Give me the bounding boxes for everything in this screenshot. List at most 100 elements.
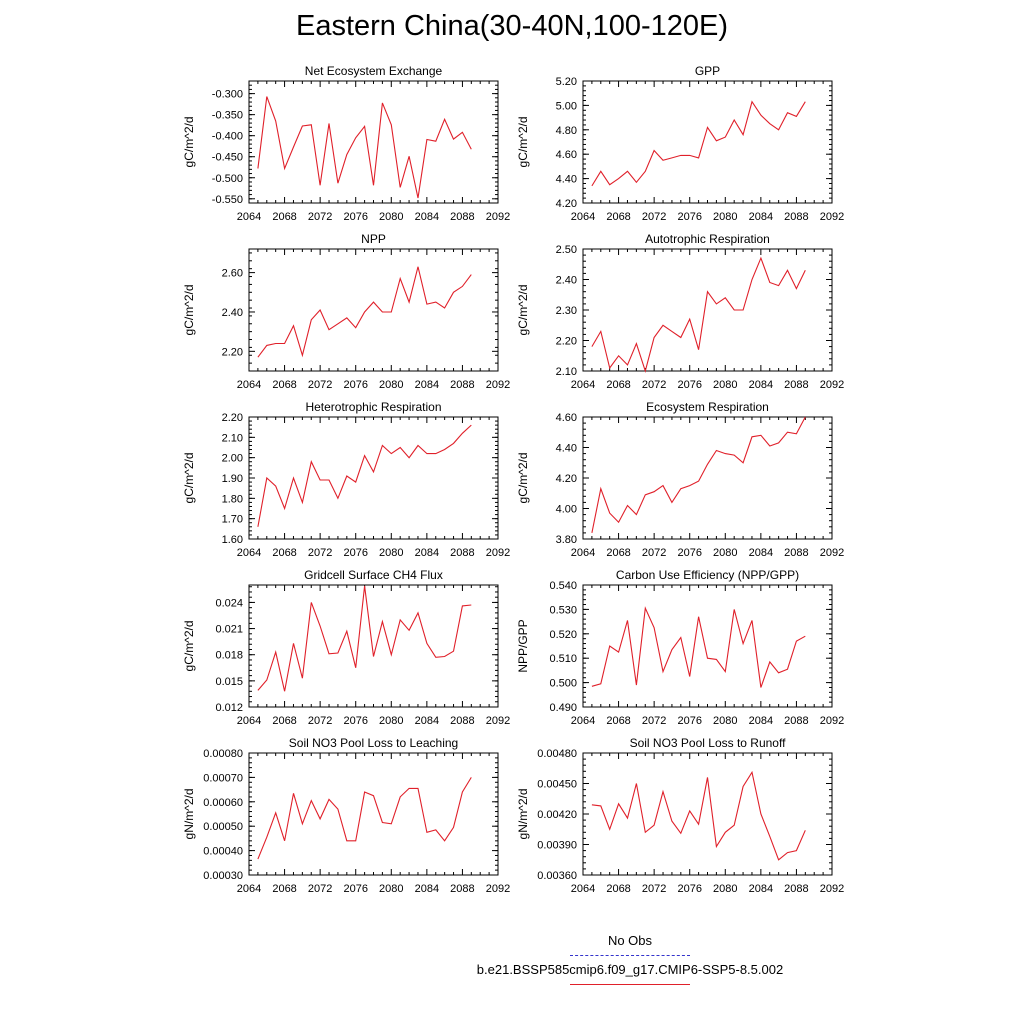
y-tick-label: -0.300 [212, 89, 243, 101]
y-tick-label: 2.60 [222, 268, 243, 280]
plot-frame [582, 80, 833, 204]
x-tick-label: 2084 [749, 379, 773, 391]
y-tick-label: 2.40 [222, 307, 243, 319]
y-axis-label: gC/m^2/d [516, 117, 530, 168]
x-tick-label: 2088 [450, 715, 474, 727]
x-tick-label: 2072 [308, 883, 332, 895]
x-tick-label: 2092 [820, 547, 844, 559]
x-tick-label: 2076 [677, 211, 701, 223]
y-tick-label: 0.530 [549, 604, 577, 616]
x-tick-label: 2068 [272, 211, 296, 223]
x-tick-label: 2064 [571, 883, 595, 895]
x-tick-label: 2084 [749, 547, 773, 559]
y-tick-label: -0.450 [212, 152, 243, 164]
y-tick-label: 2.20 [222, 346, 243, 358]
y-tick-label: 0.00420 [537, 809, 577, 821]
y-tick-label: 4.00 [556, 504, 577, 516]
x-tick-label: 2072 [308, 211, 332, 223]
series-line [257, 266, 472, 358]
x-tick-label: 2076 [343, 379, 367, 391]
x-tick-label: 2068 [272, 883, 296, 895]
x-tick-label: 2088 [450, 883, 474, 895]
y-tick-label: 0.00450 [537, 779, 577, 791]
y-tick-label: 0.00360 [537, 870, 577, 882]
x-tick-label: 2088 [450, 211, 474, 223]
x-tick-label: 2064 [237, 547, 261, 559]
y-tick-label: -0.550 [212, 194, 243, 206]
y-tick-label: 3.80 [556, 534, 577, 546]
chart-title: Soil NO3 Pool Loss to Runoff [630, 736, 787, 750]
x-tick-label: 2080 [713, 547, 737, 559]
series-line [591, 256, 806, 373]
x-tick-label: 2064 [237, 883, 261, 895]
chart-title: Heterotrophic Respiration [305, 400, 441, 414]
plot-frame [582, 752, 833, 876]
x-tick-label: 2084 [415, 379, 439, 391]
x-tick-label: 2072 [642, 379, 666, 391]
y-tick-label: 1.60 [222, 534, 243, 546]
y-tick-label: 0.500 [549, 678, 577, 690]
chart-panel: Heterotrophic Respiration gC/m^2/d 2064 206… [182, 400, 510, 559]
x-tick-label: 2092 [820, 715, 844, 727]
y-axis-label: gC/m^2/d [182, 285, 196, 336]
y-tick-label: 2.20 [222, 412, 243, 424]
x-tick-label: 2072 [642, 883, 666, 895]
y-tick-label: 5.20 [556, 76, 577, 88]
x-tick-label: 2076 [343, 547, 367, 559]
x-tick-label: 2088 [784, 379, 808, 391]
x-tick-label: 2076 [677, 715, 701, 727]
chart-panel: Net Ecosystem Exchange gC/m^2/d 2064 2068 20… [182, 64, 510, 223]
x-tick-label: 2088 [784, 715, 808, 727]
chart-panel: Gridcell Surface CH4 Flux gC/m^2/d 2064 206… [182, 568, 510, 727]
x-tick-label: 2076 [343, 715, 367, 727]
chart-title: Carbon Use Efficiency (NPP/GPP) [616, 568, 799, 582]
y-axis-label: gN/m^2/d [182, 789, 196, 840]
y-tick-label: 2.40 [556, 275, 577, 287]
chart-panel: GPP gC/m^2/d 2064 2068 2072 2076 2080 2084 2088 2… [516, 64, 844, 223]
x-tick-label: 2068 [606, 715, 630, 727]
x-tick-label: 2072 [308, 547, 332, 559]
legend-model-label: b.e21.BSSP585cmip6.f09_g17.CMIP6-SSP5-8.… [476, 962, 784, 977]
chart-panel: NPP gC/m^2/d 2064 2068 2072 2076 2080 2084 2088 2… [182, 232, 510, 391]
x-tick-label: 2080 [713, 715, 737, 727]
y-tick-label: 4.80 [556, 125, 577, 137]
chart-title: NPP [361, 232, 386, 246]
y-tick-label: 0.00070 [203, 772, 243, 784]
x-tick-label: 2092 [486, 547, 510, 559]
x-tick-label: 2084 [749, 211, 773, 223]
y-tick-label: 4.60 [556, 149, 577, 161]
y-tick-label: 0.024 [215, 597, 243, 609]
series-line [591, 770, 806, 861]
y-tick-label: 0.018 [215, 650, 243, 662]
x-tick-label: 2092 [820, 883, 844, 895]
x-tick-label: 2072 [642, 547, 666, 559]
plot-frame [248, 752, 499, 876]
x-tick-label: 2084 [415, 715, 439, 727]
y-tick-label: 0.540 [549, 580, 577, 592]
y-tick-label: 4.20 [556, 198, 577, 210]
y-axis-label: gC/m^2/d [516, 285, 530, 336]
x-tick-label: 2064 [571, 211, 595, 223]
x-tick-label: 2068 [272, 715, 296, 727]
chart-title: Net Ecosystem Exchange [305, 64, 443, 78]
y-tick-label: 1.80 [222, 493, 243, 505]
x-tick-label: 2080 [713, 883, 737, 895]
plot-frame [248, 248, 499, 372]
x-tick-label: 2076 [343, 883, 367, 895]
chart-title: Gridcell Surface CH4 Flux [304, 568, 443, 582]
y-tick-label: 5.00 [556, 100, 577, 112]
x-tick-label: 2076 [677, 883, 701, 895]
y-tick-label: 0.00080 [203, 748, 243, 760]
x-tick-label: 2064 [571, 379, 595, 391]
series-line [591, 100, 806, 187]
x-tick-label: 2068 [272, 379, 296, 391]
y-tick-label: 2.50 [556, 244, 577, 256]
y-tick-label: -0.350 [212, 110, 243, 122]
y-tick-label: 4.40 [556, 174, 577, 186]
series-line [257, 585, 472, 692]
y-tick-label: 4.60 [556, 412, 577, 424]
y-tick-label: 1.70 [222, 514, 243, 526]
x-tick-label: 2068 [606, 379, 630, 391]
x-tick-label: 2072 [642, 715, 666, 727]
